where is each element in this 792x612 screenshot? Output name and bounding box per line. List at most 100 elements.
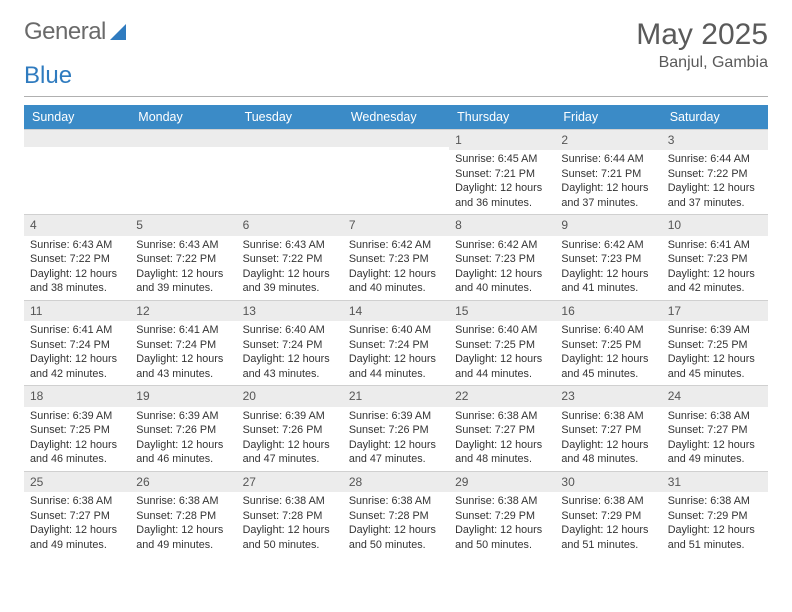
title-block: May 2025 Banjul, Gambia [636,18,768,72]
calendar-day: 9Sunrise: 6:42 AMSunset: 7:23 PMDaylight… [555,214,661,299]
day-content: Sunrise: 6:40 AMSunset: 7:24 PMDaylight:… [237,321,343,385]
logo-text-blue: Blue [24,62,72,89]
sunset-text: Sunset: 7:25 PM [30,423,124,438]
day-content: Sunrise: 6:42 AMSunset: 7:23 PMDaylight:… [555,236,661,300]
calendar-day: 30Sunrise: 6:38 AMSunset: 7:29 PMDayligh… [555,471,661,556]
calendar-day: 23Sunrise: 6:38 AMSunset: 7:27 PMDayligh… [555,385,661,470]
calendar-day: 26Sunrise: 6:38 AMSunset: 7:28 PMDayligh… [130,471,236,556]
sunrise-text: Sunrise: 6:39 AM [243,409,337,424]
day-content: Sunrise: 6:43 AMSunset: 7:22 PMDaylight:… [24,236,130,300]
calendar-day: 17Sunrise: 6:39 AMSunset: 7:25 PMDayligh… [662,300,768,385]
daylight-text: Daylight: 12 hours and 37 minutes. [668,181,762,210]
day-number: 19 [130,385,236,406]
calendar-day: 6Sunrise: 6:43 AMSunset: 7:22 PMDaylight… [237,214,343,299]
sunset-text: Sunset: 7:22 PM [30,252,124,267]
sunset-text: Sunset: 7:25 PM [455,338,549,353]
day-content: Sunrise: 6:42 AMSunset: 7:23 PMDaylight:… [449,236,555,300]
sunrise-text: Sunrise: 6:38 AM [30,494,124,509]
day-number [24,129,130,147]
calendar-day: 20Sunrise: 6:39 AMSunset: 7:26 PMDayligh… [237,385,343,470]
sunset-text: Sunset: 7:22 PM [243,252,337,267]
calendar-day: 4Sunrise: 6:43 AMSunset: 7:22 PMDaylight… [24,214,130,299]
day-number [343,129,449,147]
day-number: 2 [555,129,661,150]
sunset-text: Sunset: 7:23 PM [349,252,443,267]
sunset-text: Sunset: 7:25 PM [668,338,762,353]
calendar-day: 18 Sunrise: 6:39 AMSunset: 7:25 PMDayligh… [24,385,130,470]
day-content: Sunrise: 6:38 AMSunset: 7:27 PMDaylight:… [662,407,768,471]
calendar-day: 1Sunrise: 6:45 AMSunset: 7:21 PMDaylight… [449,129,555,214]
day-content: Sunrise: 6:43 AMSunset: 7:22 PMDaylight:… [130,236,236,300]
calendar-day: 7Sunrise: 6:42 AMSunset: 7:23 PMDaylight… [343,214,449,299]
sunrise-text: Sunrise: 6:45 AM [455,152,549,167]
day-content: Sunrise: 6:39 AMSunset: 7:26 PMDaylight:… [343,407,449,471]
day-number: 29 [449,471,555,492]
sunrise-text: Sunrise: 6:39 AM [30,409,124,424]
day-number [130,129,236,147]
sunrise-text: Sunrise: 6:43 AM [30,238,124,253]
calendar-day [130,129,236,214]
daylight-text: Daylight: 12 hours and 41 minutes. [561,267,655,296]
sunset-text: Sunset: 7:27 PM [30,509,124,524]
day-number: 17 [662,300,768,321]
daylight-text: Daylight: 12 hours and 49 minutes. [136,523,230,552]
daylight-text: Daylight: 12 hours and 48 minutes. [561,438,655,467]
daylight-text: Daylight: 12 hours and 46 minutes. [136,438,230,467]
calendar-day: 16Sunrise: 6:40 AMSunset: 7:25 PMDayligh… [555,300,661,385]
calendar-day: 29Sunrise: 6:38 AMSunset: 7:29 PMDayligh… [449,471,555,556]
sunset-text: Sunset: 7:21 PM [455,167,549,182]
day-number: 18 [24,385,130,406]
sunrise-text: Sunrise: 6:39 AM [668,323,762,338]
dayname-sunday: Sunday [24,105,130,129]
daylight-text: Daylight: 12 hours and 38 minutes. [30,267,124,296]
daylight-text: Daylight: 12 hours and 39 minutes. [136,267,230,296]
day-content: Sunrise: 6:44 AMSunset: 7:21 PMDaylight:… [555,150,661,214]
sunset-text: Sunset: 7:21 PM [561,167,655,182]
day-content: Sunrise: 6:40 AMSunset: 7:24 PMDaylight:… [343,321,449,385]
day-number: 28 [343,471,449,492]
calendar-day: 24Sunrise: 6:38 AMSunset: 7:27 PMDayligh… [662,385,768,470]
sunset-text: Sunset: 7:22 PM [668,167,762,182]
calendar-day: 12Sunrise: 6:41 AMSunset: 7:24 PMDayligh… [130,300,236,385]
calendar-week: 4Sunrise: 6:43 AMSunset: 7:22 PMDaylight… [24,214,768,299]
calendar-day: 8Sunrise: 6:42 AMSunset: 7:23 PMDaylight… [449,214,555,299]
header-separator [24,96,768,97]
day-content: Sunrise: 6:38 AMSunset: 7:28 PMDaylight:… [237,492,343,556]
day-content: Sunrise: 6:44 AMSunset: 7:22 PMDaylight:… [662,150,768,214]
sunset-text: Sunset: 7:28 PM [243,509,337,524]
sunset-text: Sunset: 7:29 PM [455,509,549,524]
day-content: Sunrise: 6:41 AMSunset: 7:23 PMDaylight:… [662,236,768,300]
day-number: 27 [237,471,343,492]
day-content: Sunrise: 6:38 AMSunset: 7:28 PMDaylight:… [130,492,236,556]
calendar-day: 3Sunrise: 6:44 AMSunset: 7:22 PMDaylight… [662,129,768,214]
day-content: Sunrise: 6:38 AMSunset: 7:28 PMDaylight:… [343,492,449,556]
dayname-row: Sunday Monday Tuesday Wednesday Thursday… [24,105,768,129]
sunrise-text: Sunrise: 6:38 AM [243,494,337,509]
daylight-text: Daylight: 12 hours and 51 minutes. [561,523,655,552]
sunset-text: Sunset: 7:29 PM [668,509,762,524]
day-content: Sunrise: 6:40 AMSunset: 7:25 PMDaylight:… [555,321,661,385]
sunset-text: Sunset: 7:24 PM [349,338,443,353]
day-number [237,129,343,147]
daylight-text: Daylight: 12 hours and 44 minutes. [349,352,443,381]
daylight-text: Daylight: 12 hours and 46 minutes. [30,438,124,467]
sunrise-text: Sunrise: 6:42 AM [349,238,443,253]
daylight-text: Daylight: 12 hours and 50 minutes. [349,523,443,552]
day-number: 20 [237,385,343,406]
day-number: 11 [24,300,130,321]
daylight-text: Daylight: 12 hours and 36 minutes. [455,181,549,210]
day-content: Sunrise: 6:38 AMSunset: 7:29 PMDaylight:… [555,492,661,556]
dayname-tuesday: Tuesday [237,105,343,129]
day-content: Sunrise: 6:42 AMSunset: 7:23 PMDaylight:… [343,236,449,300]
sunset-text: Sunset: 7:27 PM [561,423,655,438]
daylight-text: Daylight: 12 hours and 48 minutes. [455,438,549,467]
day-number: 31 [662,471,768,492]
sunrise-text: Sunrise: 6:41 AM [136,323,230,338]
sunset-text: Sunset: 7:27 PM [668,423,762,438]
daylight-text: Daylight: 12 hours and 45 minutes. [561,352,655,381]
sunrise-text: Sunrise: 6:42 AM [561,238,655,253]
sunrise-text: Sunrise: 6:38 AM [561,409,655,424]
day-content: Sunrise: 6:38 AMSunset: 7:29 PMDaylight:… [449,492,555,556]
daylight-text: Daylight: 12 hours and 40 minutes. [349,267,443,296]
sunrise-text: Sunrise: 6:44 AM [561,152,655,167]
